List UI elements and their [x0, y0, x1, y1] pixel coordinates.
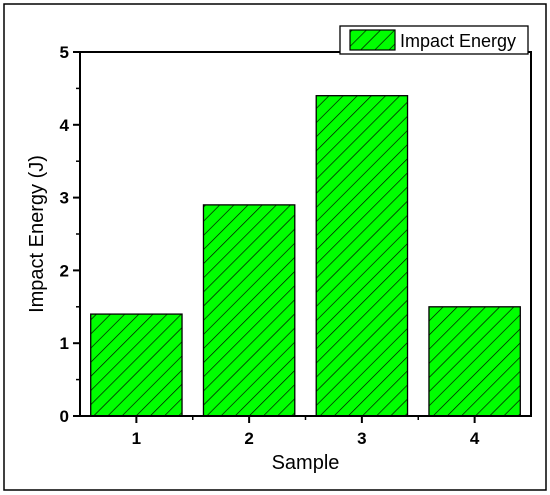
x-tick-label: 4 [470, 429, 480, 448]
y-tick-label: 1 [60, 334, 69, 353]
y-tick-label: 0 [60, 407, 69, 426]
bar-1 [90, 313, 183, 417]
y-tick-label: 2 [60, 261, 69, 280]
x-tick-label: 3 [357, 429, 366, 448]
y-tick-label: 3 [60, 189, 69, 208]
y-tick-label: 4 [60, 116, 70, 135]
bar-4 [428, 306, 521, 417]
legend-swatch [349, 29, 396, 51]
x-axis-ticks: 1 2 3 4 [132, 416, 480, 448]
bars-group [90, 95, 521, 417]
outer-frame [3, 3, 547, 491]
x-axis-title: Sample [272, 452, 340, 474]
x-tick-label: 2 [244, 429, 253, 448]
legend: Impact Energy [339, 25, 529, 55]
legend-label: Impact Energy [400, 31, 516, 51]
bar-2 [202, 204, 296, 417]
y-axis-title: Impact Energy (J) [26, 155, 48, 313]
y-axis-ticks: 0 1 2 3 4 5 [60, 43, 80, 426]
bar-3 [315, 95, 409, 417]
x-tick-label: 1 [132, 429, 141, 448]
y-tick-label: 5 [60, 43, 69, 62]
